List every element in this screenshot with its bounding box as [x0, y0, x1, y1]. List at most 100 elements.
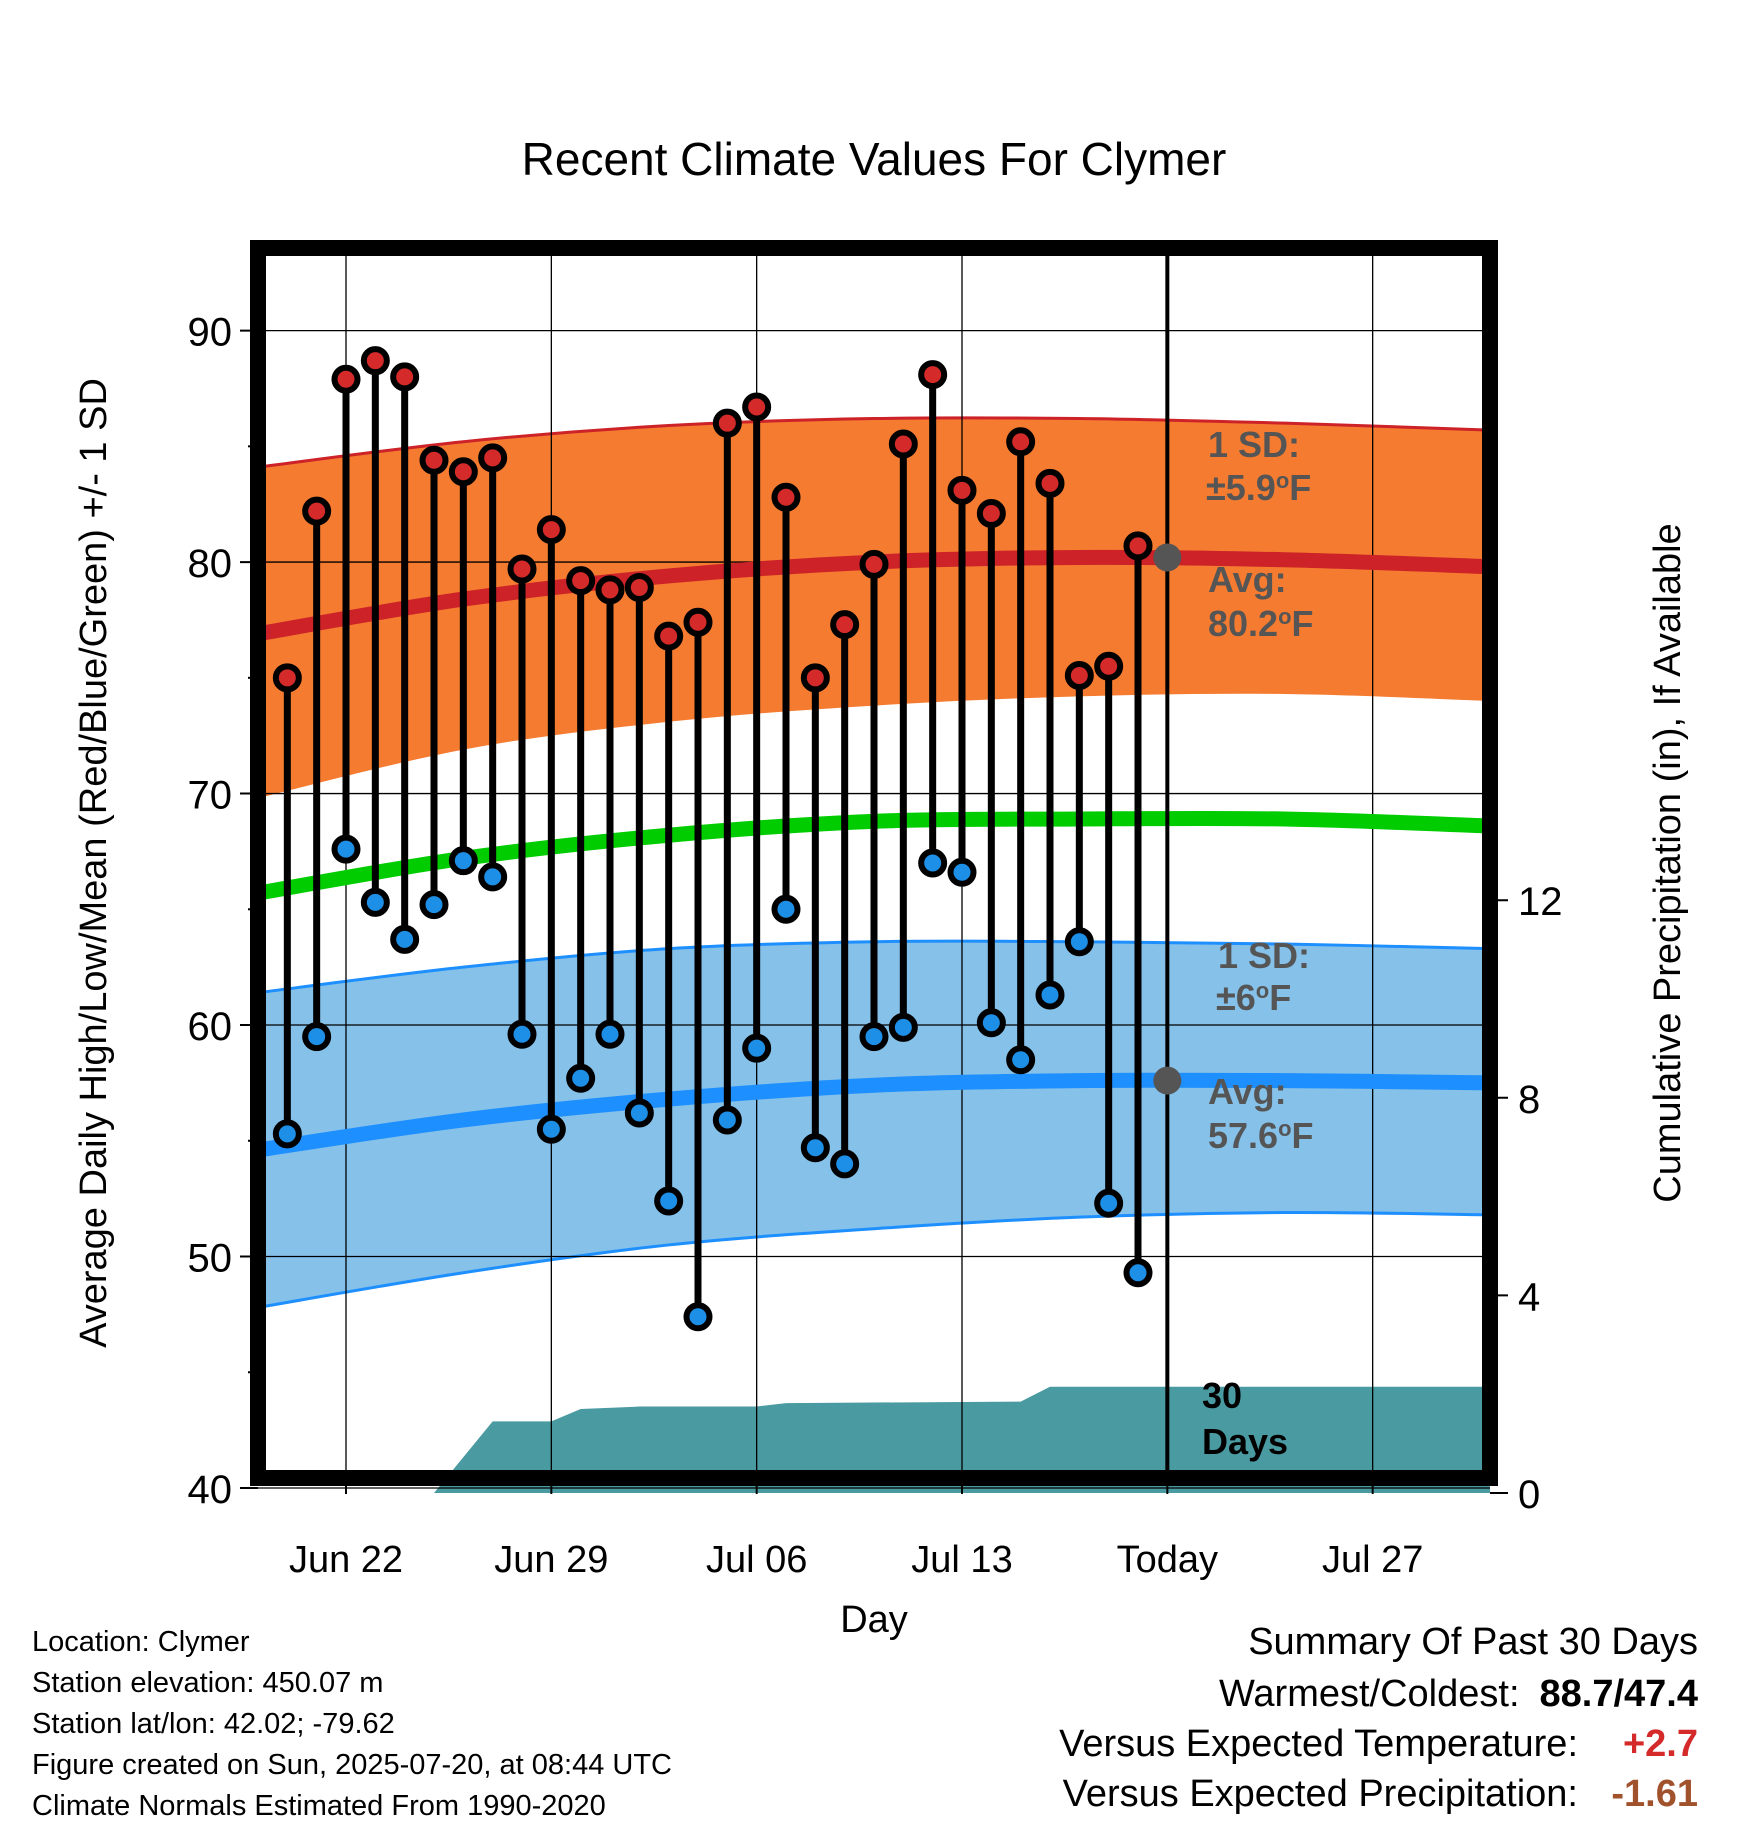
daily-high-point: [683, 607, 713, 637]
daily-low-point: [419, 890, 449, 920]
daily-high-point: [976, 498, 1006, 528]
daily-low-point: [976, 1008, 1006, 1038]
daily-high-point: [1064, 661, 1094, 690]
summary-warm-cold: Warmest/Coldest: 88.7/47.4: [1059, 1674, 1698, 1724]
daily-low-point: [947, 857, 977, 887]
daily-high-point: [771, 482, 801, 512]
y-tick-label: 70: [188, 774, 233, 818]
high-sd-label: 1 SD:: [1208, 424, 1300, 465]
warm-cold-value: 88.7/47.4: [1539, 1673, 1698, 1715]
temp-label: Versus Expected Temperature:: [1059, 1723, 1578, 1765]
info-location: Location: Clymer: [32, 1626, 250, 1658]
low-sd-band: [258, 941, 1490, 1308]
info-elevation: Station elevation: 450.07 m: [32, 1667, 384, 1699]
precip-value: -1.61: [1611, 1773, 1698, 1815]
today-high-avg-marker: [1153, 543, 1182, 572]
daily-low-point: [918, 848, 948, 878]
chart-title: Recent Climate Values For Clymer: [522, 133, 1227, 185]
daily-low-point: [1006, 1045, 1036, 1075]
daily-low-point: [654, 1186, 684, 1216]
summary-temp: Versus Expected Temperature: +2.7: [1059, 1724, 1698, 1774]
summary-panel: Summary Of Past 30 Days Warmest/Coldest:…: [1059, 1622, 1698, 1824]
daily-low-point: [1035, 980, 1065, 1010]
x-tick-label: Jul 27: [1322, 1539, 1423, 1581]
daily-low-point: [800, 1133, 830, 1163]
daily-high-point: [654, 621, 684, 651]
daily-low-point: [390, 924, 420, 954]
summary-title: Summary Of Past 30 Days: [1248, 1621, 1698, 1663]
daily-low-point: [272, 1119, 302, 1149]
daily-low-point: [360, 887, 390, 917]
frame-border: [250, 240, 1498, 1486]
daily-high-point: [390, 362, 420, 392]
y2-tick-label: 12: [1518, 880, 1563, 924]
daily-low-point: [1064, 927, 1094, 957]
daily-high-point: [1123, 531, 1153, 561]
daily-high-point: [742, 392, 772, 422]
daily-high-point: [624, 573, 654, 603]
daily-high-point: [536, 515, 566, 545]
y-axis-label: Average Daily High/Low/Mean (Red/Blue/Gr…: [73, 378, 115, 1348]
daily-high-point: [478, 443, 508, 473]
daily-low-point: [448, 846, 478, 876]
x-tick-label: Jun 29: [494, 1539, 608, 1581]
daily-high-point: [507, 554, 537, 584]
precip-days-line2: Days: [1202, 1421, 1288, 1462]
high-avg-value: 80.2oF: [1208, 603, 1314, 644]
axes: 40 50 60 70 80 90 0 4 8 12 Jun 22 Jun 29 Jul 06 Jul 1…: [188, 311, 1563, 1581]
temp-value: +2.7: [1622, 1723, 1698, 1765]
daily-low-point: [771, 894, 801, 924]
daily-high-point: [272, 663, 302, 693]
daily-high-point: [1094, 651, 1124, 681]
y-tick-label: 40: [188, 1468, 233, 1512]
precip-label: Versus Expected Precipitation:: [1062, 1773, 1578, 1815]
low-avg-value: 57.6oF: [1208, 1115, 1314, 1156]
y2-tick-label: 4: [1518, 1275, 1540, 1319]
x-tick-label: Jul 13: [911, 1539, 1012, 1581]
info-latlon: Station lat/lon: 42.02; -79.62: [32, 1708, 395, 1740]
daily-low-point: [566, 1063, 596, 1093]
warm-cold-label: Warmest/Coldest:: [1218, 1673, 1520, 1715]
daily-high-point: [712, 408, 742, 438]
y2-tick-label: 0: [1518, 1473, 1540, 1517]
daily-high-point: [1035, 468, 1065, 498]
daily-low-point: [859, 1022, 889, 1052]
daily-high-point: [1006, 427, 1036, 457]
daily-low-point: [742, 1033, 772, 1063]
daily-low-point: [595, 1019, 625, 1049]
daily-high-point: [830, 610, 860, 640]
plot-frame: [250, 240, 1498, 1486]
y-tick-label: 50: [188, 1237, 233, 1281]
daily-low-point: [478, 862, 508, 892]
y2-tick-label: 8: [1518, 1078, 1540, 1122]
daily-high-point: [331, 364, 361, 394]
high-sd-value: ±5.9oF: [1206, 467, 1311, 508]
daily-high-point: [859, 549, 889, 579]
daily-low-point: [1094, 1188, 1124, 1218]
daily-low-point: [683, 1302, 713, 1332]
y2-axis-label: Cumulative Precipitation (in), If Availa…: [1647, 523, 1689, 1202]
daily-high-point: [448, 457, 478, 487]
daily-low-point: [624, 1098, 654, 1128]
daily-low-point: [536, 1114, 566, 1144]
low-sd-label: 1 SD:: [1218, 935, 1310, 976]
y-tick-label: 60: [188, 1005, 233, 1049]
daily-low-point: [888, 1012, 918, 1042]
precip-fill: [258, 1386, 1490, 1493]
daily-high-point: [302, 496, 332, 526]
x-tick-label: Jul 06: [706, 1539, 807, 1581]
x-tick-label: Today: [1117, 1539, 1218, 1581]
daily-high-point: [360, 346, 390, 376]
info-created: Figure created on Sun, 2025-07-20, at 08…: [32, 1749, 672, 1781]
low-avg-label: Avg:: [1208, 1071, 1287, 1112]
low-sd-lower-edge: [257, 1210, 1491, 1309]
station-info: Location: Clymer Station elevation: 450.…: [32, 1628, 672, 1833]
daily-high-point: [888, 429, 918, 459]
low-sd-value: ±6oF: [1216, 977, 1291, 1018]
y-tick-label: 80: [188, 542, 233, 586]
precip-days-line1: 30: [1202, 1375, 1242, 1416]
today-low-avg-marker: [1153, 1066, 1182, 1095]
summary-precip: Versus Expected Precipitation: -1.61: [1059, 1774, 1698, 1824]
